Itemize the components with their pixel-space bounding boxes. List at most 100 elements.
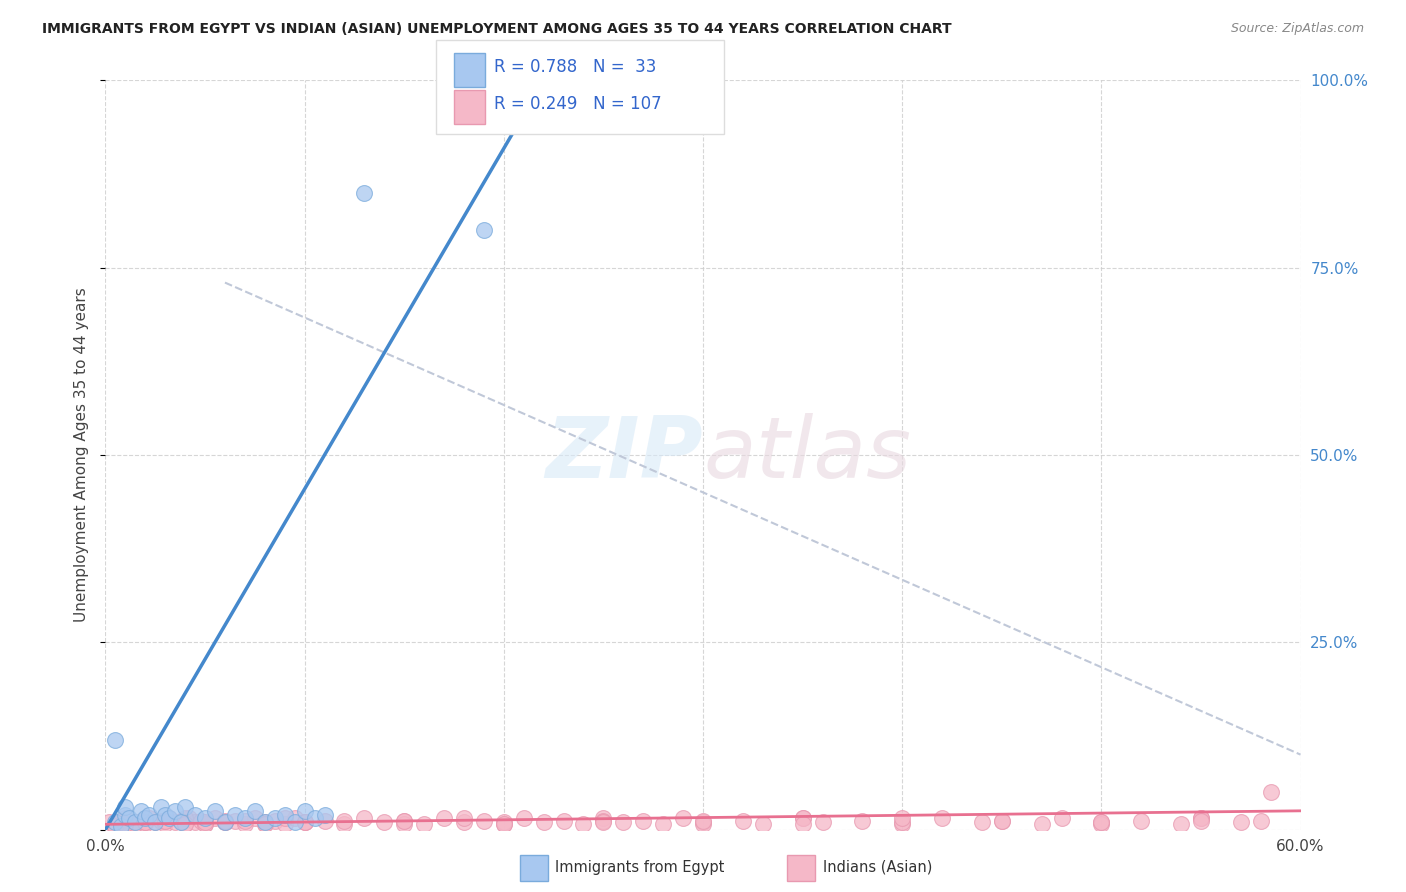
- Point: [592, 815, 614, 830]
- Point: [592, 814, 614, 828]
- Point: [1189, 811, 1212, 825]
- Point: [134, 816, 156, 830]
- Point: [353, 811, 375, 825]
- Point: [170, 814, 193, 828]
- Point: [104, 816, 127, 830]
- Point: [492, 815, 515, 830]
- Point: [811, 815, 834, 830]
- Point: [233, 816, 256, 830]
- Point: [692, 815, 714, 830]
- Point: [1189, 811, 1212, 825]
- Point: [104, 819, 127, 833]
- Point: [194, 816, 217, 830]
- Text: atlas: atlas: [703, 413, 911, 497]
- Point: [533, 815, 555, 830]
- Point: [1031, 816, 1053, 830]
- Point: [157, 811, 180, 825]
- Point: [392, 816, 416, 830]
- Point: [253, 815, 276, 830]
- Point: [118, 816, 141, 830]
- Point: [114, 819, 136, 833]
- Point: [392, 814, 416, 828]
- Point: [263, 814, 285, 828]
- Point: [891, 816, 914, 830]
- Point: [98, 815, 121, 830]
- Point: [931, 811, 953, 825]
- Point: [124, 815, 146, 830]
- Point: [174, 811, 197, 825]
- Point: [194, 811, 217, 825]
- Point: [114, 807, 136, 822]
- Text: Indians (Asian): Indians (Asian): [823, 860, 932, 874]
- Point: [224, 807, 246, 822]
- Point: [165, 804, 187, 818]
- Point: [314, 814, 336, 828]
- Point: [294, 815, 316, 830]
- Point: [891, 815, 914, 830]
- Point: [553, 814, 575, 828]
- Point: [294, 815, 316, 830]
- Point: [692, 816, 714, 830]
- Point: [214, 815, 236, 830]
- Point: [1090, 815, 1112, 830]
- Point: [129, 814, 153, 828]
- Point: [150, 814, 173, 828]
- Point: [592, 811, 614, 825]
- Point: [413, 816, 436, 830]
- Point: [1250, 814, 1272, 828]
- Point: [214, 815, 236, 830]
- Point: [284, 815, 307, 830]
- Point: [433, 811, 456, 825]
- Point: [243, 811, 266, 825]
- Point: [792, 811, 814, 825]
- Point: [492, 816, 515, 830]
- Point: [633, 814, 655, 828]
- Point: [472, 814, 495, 828]
- Point: [114, 800, 136, 814]
- Point: [751, 816, 773, 830]
- Text: Immigrants from Egypt: Immigrants from Egypt: [555, 860, 724, 874]
- Point: [174, 800, 197, 814]
- Point: [731, 814, 754, 828]
- Point: [204, 811, 226, 825]
- Point: [652, 816, 675, 830]
- Point: [1090, 816, 1112, 830]
- Point: [990, 814, 1012, 828]
- Point: [453, 815, 475, 830]
- Point: [114, 816, 136, 830]
- Point: [165, 815, 187, 830]
- Point: [851, 814, 873, 828]
- Point: [1090, 815, 1112, 830]
- Point: [453, 811, 475, 825]
- Point: [138, 807, 160, 822]
- Point: [104, 815, 127, 830]
- Point: [1229, 815, 1251, 830]
- Point: [153, 807, 177, 822]
- Point: [153, 814, 177, 828]
- Point: [1130, 814, 1153, 828]
- Point: [1050, 811, 1073, 825]
- Point: [792, 811, 814, 825]
- Point: [392, 814, 416, 828]
- Text: ZIP: ZIP: [546, 413, 703, 497]
- Point: [891, 811, 914, 825]
- Point: [157, 811, 180, 825]
- Point: [314, 807, 336, 822]
- Point: [253, 816, 276, 830]
- Point: [253, 815, 276, 830]
- Point: [513, 811, 536, 825]
- Point: [118, 811, 141, 825]
- Y-axis label: Unemployment Among Ages 35 to 44 years: Unemployment Among Ages 35 to 44 years: [75, 287, 90, 623]
- Point: [1170, 816, 1192, 830]
- Text: R = 0.788   N =  33: R = 0.788 N = 33: [494, 58, 655, 76]
- Point: [204, 804, 226, 818]
- Text: Source: ZipAtlas.com: Source: ZipAtlas.com: [1230, 22, 1364, 36]
- Point: [253, 816, 276, 830]
- Point: [353, 186, 375, 200]
- Point: [184, 815, 207, 830]
- Point: [110, 819, 132, 833]
- Point: [114, 811, 136, 825]
- Point: [1260, 785, 1282, 799]
- Point: [190, 814, 212, 828]
- Point: [143, 815, 166, 830]
